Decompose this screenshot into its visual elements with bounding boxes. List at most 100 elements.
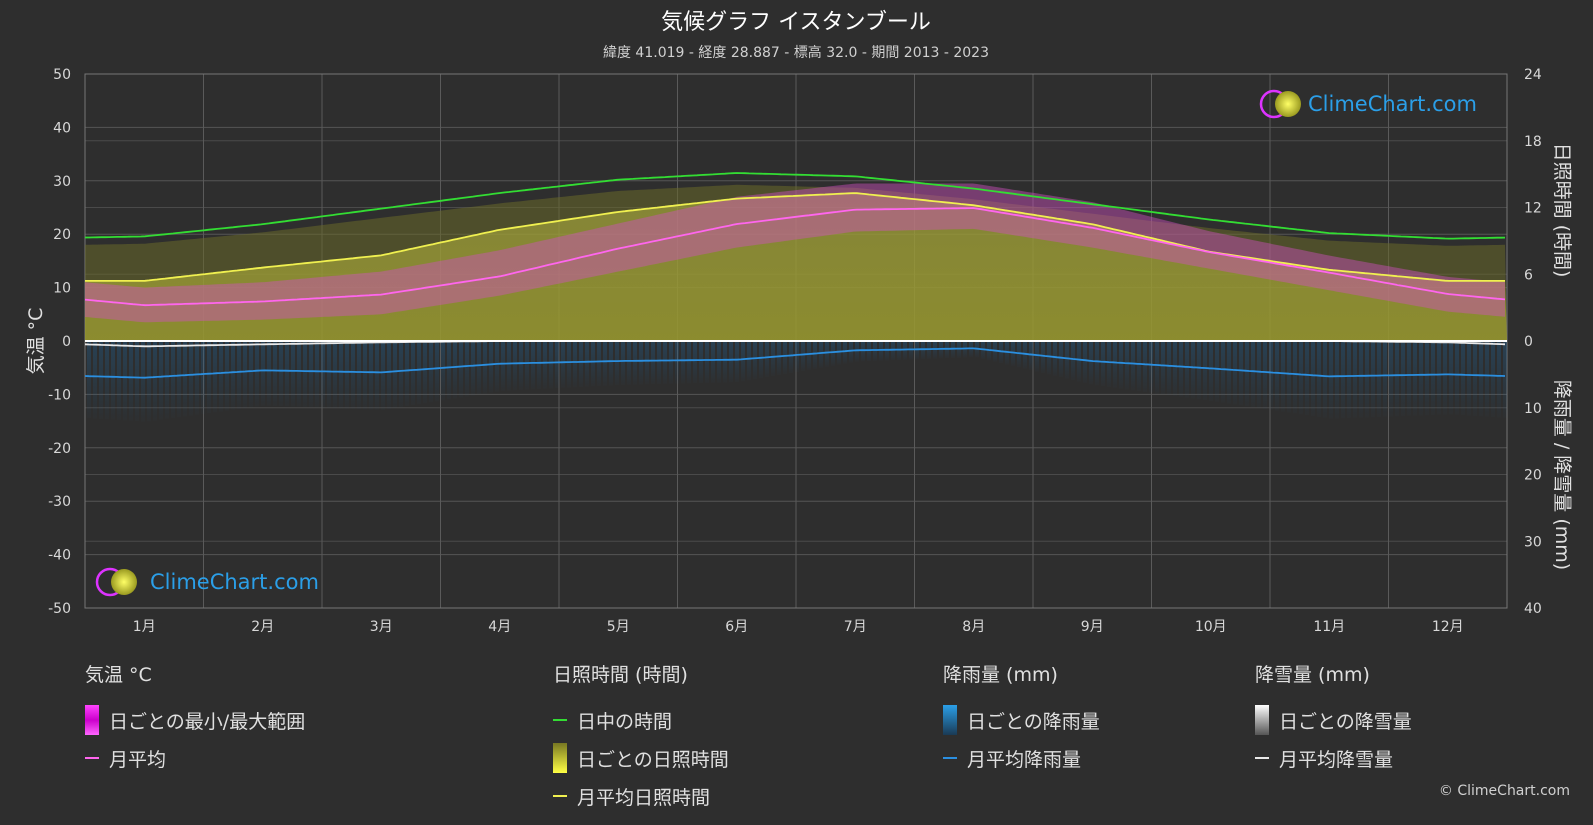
rain-bar — [675, 341, 679, 384]
rain-bar — [1431, 341, 1435, 415]
rain-bar — [1071, 341, 1075, 381]
rain-bar — [1017, 341, 1021, 368]
rain-avg-line — [84, 347, 1506, 379]
rain-bar — [621, 341, 625, 385]
x-tick-label: 12月 — [1432, 619, 1464, 635]
x-tick-label: 7月 — [844, 619, 867, 635]
rain-bar — [1359, 341, 1363, 418]
rain-bar — [1443, 341, 1447, 415]
rain-bar — [1419, 341, 1423, 416]
rain-bar — [525, 341, 529, 390]
rain-bar — [1275, 341, 1279, 411]
brand-logo-top: ClimeChart.com — [1259, 89, 1477, 119]
rain-bar — [543, 341, 547, 389]
rain-bar — [1233, 341, 1237, 405]
rain-bar — [447, 341, 451, 400]
rain-bar — [1023, 341, 1027, 369]
legend-item: 月平均降雪量 — [1279, 748, 1394, 771]
rain-bar — [1503, 341, 1507, 418]
rain-bar — [735, 341, 739, 383]
rain-bar — [1413, 341, 1417, 416]
rain-bar — [1323, 341, 1327, 418]
rain-bars — [87, 341, 1507, 422]
rain-bar — [513, 341, 517, 391]
rain-bar — [561, 341, 565, 388]
rain-bar — [717, 341, 721, 383]
rain-bar — [1155, 341, 1159, 394]
rain-bar — [1119, 341, 1123, 389]
rain-bar — [117, 341, 121, 421]
rain-bar — [1389, 341, 1393, 417]
legend-item: 日ごとの降雨量 — [967, 710, 1100, 733]
right-tick-label-sun: 0 — [1524, 334, 1533, 350]
rain-bar — [411, 341, 415, 406]
rain-bar — [183, 341, 187, 417]
line-swatch-icon — [553, 719, 567, 721]
rain-bar — [1251, 341, 1255, 408]
rain-bar — [537, 341, 541, 390]
chart-title: 気候グラフ イスタンブール — [661, 10, 931, 35]
rain-bar — [579, 341, 583, 387]
right-tick-label-precip: 30 — [1524, 534, 1542, 550]
rain-bar — [195, 341, 199, 415]
legend-temperature-title: 気温 °C — [85, 664, 152, 686]
right-tick-label-sun: 18 — [1524, 134, 1542, 150]
rain-bar — [687, 341, 691, 384]
rain-bar — [807, 341, 811, 370]
rain-bar — [147, 341, 151, 422]
daylight-line — [85, 172, 1506, 240]
rain-bar — [777, 341, 781, 376]
rain-bar — [819, 341, 823, 368]
rain-bar — [429, 341, 433, 403]
temp-avg-line — [84, 207, 1506, 307]
rain-bar — [1173, 341, 1177, 397]
rain-bar — [483, 341, 487, 394]
rain-bar — [339, 341, 343, 409]
rain-bar — [99, 341, 103, 419]
rain-bar — [573, 341, 577, 388]
rain-bar — [105, 341, 109, 420]
rain-bar — [1347, 341, 1351, 419]
rain-bar — [603, 341, 607, 386]
brand-text-bottom: ClimeChart.com — [150, 570, 319, 594]
rain-bar — [699, 341, 703, 384]
rain-bar — [795, 341, 799, 372]
rain-bar — [591, 341, 595, 387]
rain-bar — [315, 341, 319, 408]
rain-bar — [783, 341, 787, 375]
left-tick-label: 40 — [53, 120, 71, 136]
rain-bar — [231, 341, 235, 410]
rain-bar — [597, 341, 601, 387]
rain-bar — [273, 341, 277, 406]
rain-bar — [1371, 341, 1375, 418]
climate-chart: 気候グラフ イスタンブール 緯度 41.019 - 経度 28.887 - 標高… — [25, 10, 1573, 635]
rain-bar — [1449, 341, 1453, 415]
rain-bar — [171, 341, 175, 419]
rain-bar — [873, 341, 877, 361]
rain-bar — [303, 341, 307, 408]
rain-bar — [321, 341, 325, 408]
line-swatch-icon — [943, 757, 957, 759]
rain-bar — [369, 341, 373, 410]
rain-bar — [1317, 341, 1321, 417]
rain-bar — [243, 341, 247, 409]
rain-bar — [1377, 341, 1381, 418]
rain-bar — [1215, 341, 1219, 402]
rain-bar — [1059, 341, 1063, 378]
rain-bar — [1497, 341, 1501, 418]
rain-bar — [375, 341, 379, 410]
rain-bar — [609, 341, 613, 386]
rain-bar — [825, 341, 829, 367]
rain-bar — [309, 341, 313, 408]
rain-bar — [681, 341, 685, 384]
rain-bar — [567, 341, 571, 388]
right-axis-label-precip: 降雨量 / 降雪量 (mm) — [1551, 380, 1573, 570]
rain-bar — [843, 341, 847, 364]
rain-bar — [345, 341, 349, 409]
x-tick-label: 1月 — [133, 619, 156, 635]
rain-bar — [1137, 341, 1141, 392]
rain-bar — [459, 341, 463, 398]
x-tick-label: 11月 — [1313, 619, 1345, 635]
rain-bar — [1179, 341, 1183, 397]
rain-bar — [333, 341, 337, 409]
